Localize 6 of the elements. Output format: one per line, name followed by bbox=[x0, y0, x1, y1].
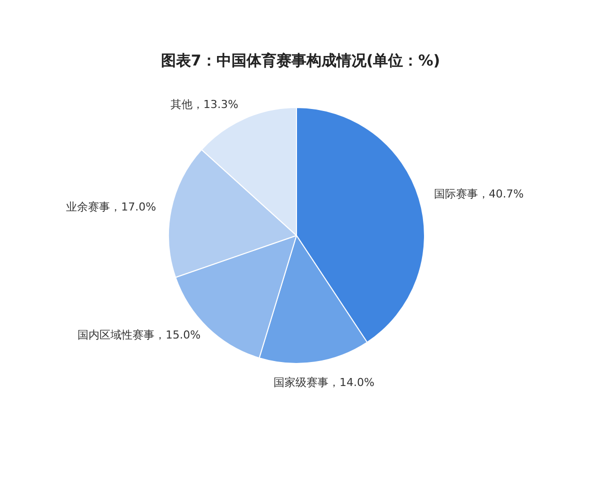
slice-label: 其他，13.3% bbox=[170, 98, 238, 111]
chart-title: 图表7：中国体育赛事构成情况(单位：%) bbox=[160, 52, 440, 70]
slice-label: 业余赛事，17.0% bbox=[66, 200, 156, 214]
slice-label: 国际赛事，40.7% bbox=[434, 188, 524, 201]
slice-label: 国家级赛事，14.0% bbox=[273, 376, 374, 389]
slice-label: 国内区域性赛事，15.0% bbox=[78, 328, 201, 342]
